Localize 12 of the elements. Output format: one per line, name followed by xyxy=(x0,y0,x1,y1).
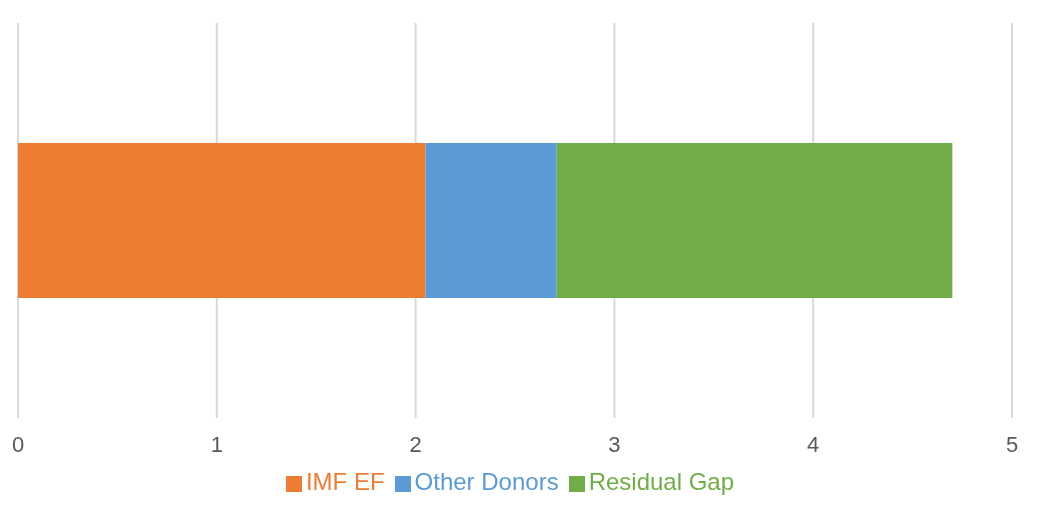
legend-label: Other Donors xyxy=(414,468,559,495)
x-tick-label: 2 xyxy=(409,431,422,457)
legend-label: Residual Gap xyxy=(588,468,735,495)
bar xyxy=(556,143,953,298)
x-tick-label: 0 xyxy=(11,431,25,457)
x-tick-label: 4 xyxy=(807,431,820,457)
legend-label: IMF EF xyxy=(305,468,385,495)
x-tick-label: 3 xyxy=(608,431,621,457)
bar xyxy=(18,143,426,298)
bar xyxy=(425,143,557,298)
x-tick-label: 5 xyxy=(1005,431,1019,457)
x-tick-label: 1 xyxy=(210,431,223,457)
